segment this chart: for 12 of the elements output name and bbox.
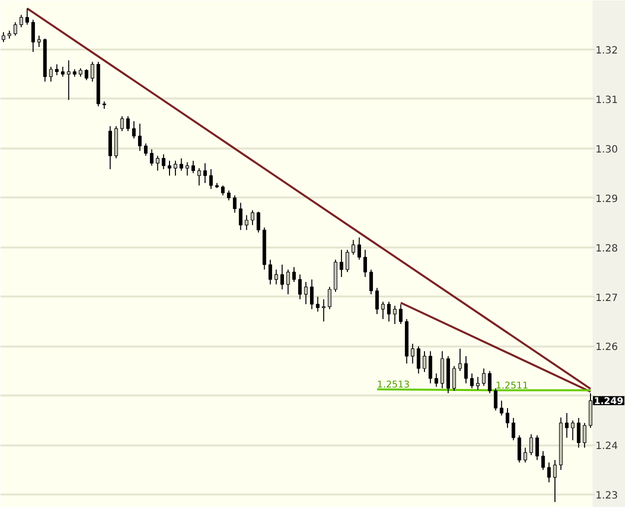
y-tick-label: 1.23: [596, 490, 618, 502]
y-tick-label: 1.24: [596, 441, 618, 452]
y-tick-label: 1.27: [596, 292, 618, 304]
data-label: 1.2513: [377, 379, 410, 390]
y-tick-label: 1.30: [596, 144, 618, 156]
y-tick-label: 1.31: [596, 94, 618, 106]
data-label: 1.2511: [496, 380, 528, 392]
y-tick-label: 1.29: [596, 194, 618, 205]
y-tick-label: 1.32: [596, 45, 618, 56]
y-tick-label: 1.26: [596, 342, 618, 354]
text: 1.249: [594, 396, 624, 408]
y-tick-label: 1.28: [596, 243, 618, 254]
